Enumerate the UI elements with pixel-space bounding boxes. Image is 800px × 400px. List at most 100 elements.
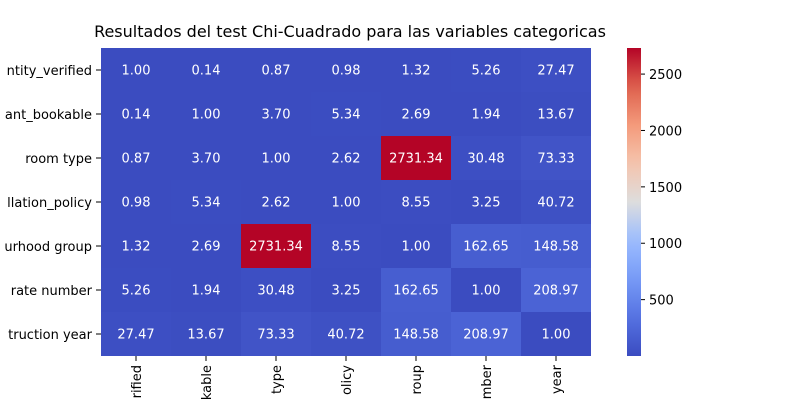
cell-value-label: 1.94 [192, 284, 221, 299]
heatmap-cell [521, 224, 591, 268]
heatmap-cell [241, 224, 311, 268]
cell-value-label: 2.69 [402, 108, 431, 123]
cell-value-label: 208.97 [533, 284, 579, 299]
heatmap-cell [241, 136, 311, 180]
cell-value-label: 0.87 [122, 152, 151, 167]
heatmap-cell [171, 48, 241, 92]
cell-value-label: 2.69 [192, 240, 221, 255]
heatmap-cell [451, 268, 521, 312]
cell-value-label: 5.26 [122, 284, 151, 299]
heatmap-cell [521, 312, 591, 356]
heatmap-cell [101, 136, 171, 180]
cell-value-label: 0.98 [332, 64, 361, 79]
cell-value-label: 0.14 [122, 108, 151, 123]
heatmap-cell [171, 136, 241, 180]
heatmap-cell [521, 268, 591, 312]
cell-value-label: 2731.34 [389, 152, 443, 167]
cell-value-label: 3.25 [332, 284, 361, 299]
cell-value-label: 1.32 [122, 240, 151, 255]
row-label: ntity_verified [7, 64, 92, 79]
heatmap-cell [451, 92, 521, 136]
heatmap-cell [311, 136, 381, 180]
row-label: truction year [8, 328, 93, 343]
cell-value-label: 30.48 [257, 284, 294, 299]
cell-value-label: 1.94 [472, 108, 501, 123]
heatmap-cell [311, 48, 381, 92]
cell-value-label: 162.65 [393, 284, 439, 299]
cell-value-label: 1.00 [122, 64, 151, 79]
column-label: year [550, 364, 565, 394]
heatmap-cell [241, 92, 311, 136]
cell-value-label: 1.00 [262, 152, 291, 167]
cell-value-label: 1.00 [192, 108, 221, 123]
cell-value-label: 5.34 [192, 196, 221, 211]
colorbar-gradient [627, 48, 641, 356]
column-label: rified [130, 365, 145, 398]
heatmap-cell [101, 312, 171, 356]
heatmap-cell [521, 180, 591, 224]
cell-value-label: 5.26 [472, 64, 501, 79]
colorbar-tick-label: 2500 [649, 68, 682, 83]
cell-value-label: 1.00 [542, 328, 571, 343]
heatmap-cell [311, 180, 381, 224]
heatmap-cell [381, 180, 451, 224]
colorbar-tick-label: 500 [649, 294, 674, 309]
cell-value-label: 3.70 [192, 152, 221, 167]
heatmap-cell [381, 224, 451, 268]
cell-value-label: 1.00 [332, 196, 361, 211]
cell-value-label: 148.58 [393, 328, 439, 343]
heatmap-cell [101, 92, 171, 136]
cell-value-label: 40.72 [537, 196, 574, 211]
column-label: mber [480, 364, 495, 399]
heatmap-cell [381, 48, 451, 92]
chart-title: Resultados del test Chi-Cuadrado para la… [94, 22, 606, 41]
cell-value-label: 2.62 [262, 196, 291, 211]
row-label: llation_policy [7, 196, 92, 211]
heatmap-cell [311, 92, 381, 136]
cell-value-label: 162.65 [463, 240, 509, 255]
heatmap-cell [451, 224, 521, 268]
heatmap-cell [101, 268, 171, 312]
heatmap-cell [171, 268, 241, 312]
colorbar-tick-label: 1000 [649, 237, 682, 252]
column-label: type [270, 365, 285, 394]
row-label: ant_bookable [5, 108, 92, 123]
heatmap-cell [101, 48, 171, 92]
row-label: urhood group [4, 240, 92, 255]
column-label: roup [410, 365, 425, 395]
cell-value-label: 2731.34 [249, 240, 303, 255]
cell-value-label: 1.00 [402, 240, 431, 255]
cell-value-label: 3.70 [262, 108, 291, 123]
heatmap-cell [381, 312, 451, 356]
cell-value-label: 208.97 [463, 328, 509, 343]
heatmap-cell [521, 48, 591, 92]
cell-value-label: 73.33 [257, 328, 294, 343]
heatmap-cell [311, 268, 381, 312]
cell-value-label: 13.67 [537, 108, 574, 123]
row-label: rate number [11, 284, 93, 299]
cell-value-label: 40.72 [327, 328, 364, 343]
heatmap-cell [241, 268, 311, 312]
cell-value-label: 5.34 [332, 108, 361, 123]
heatmap-cell [171, 224, 241, 268]
heatmap-cell [171, 312, 241, 356]
row-label: room type [25, 152, 92, 167]
cell-value-label: 73.33 [537, 152, 574, 167]
colorbar-tick-label: 1500 [649, 181, 682, 196]
column-label: kable [200, 365, 215, 400]
column-label: olicy [340, 365, 355, 395]
heatmap-cells: 1.00 0.14 0.87 0.98 1.32 5.26 27.47 0.14 1.00 3.7… [101, 48, 591, 356]
cell-value-label: 0.14 [192, 64, 221, 79]
cell-value-label: 27.47 [537, 64, 574, 79]
heatmap-cell [311, 312, 381, 356]
heatmap-cell [241, 180, 311, 224]
heatmap-cell [101, 224, 171, 268]
heatmap-cell [381, 268, 451, 312]
cell-value-label: 8.55 [402, 196, 431, 211]
heatmap-cell [171, 180, 241, 224]
heatmap-cell [451, 312, 521, 356]
heatmap-cell [241, 48, 311, 92]
cell-value-label: 0.98 [122, 196, 151, 211]
